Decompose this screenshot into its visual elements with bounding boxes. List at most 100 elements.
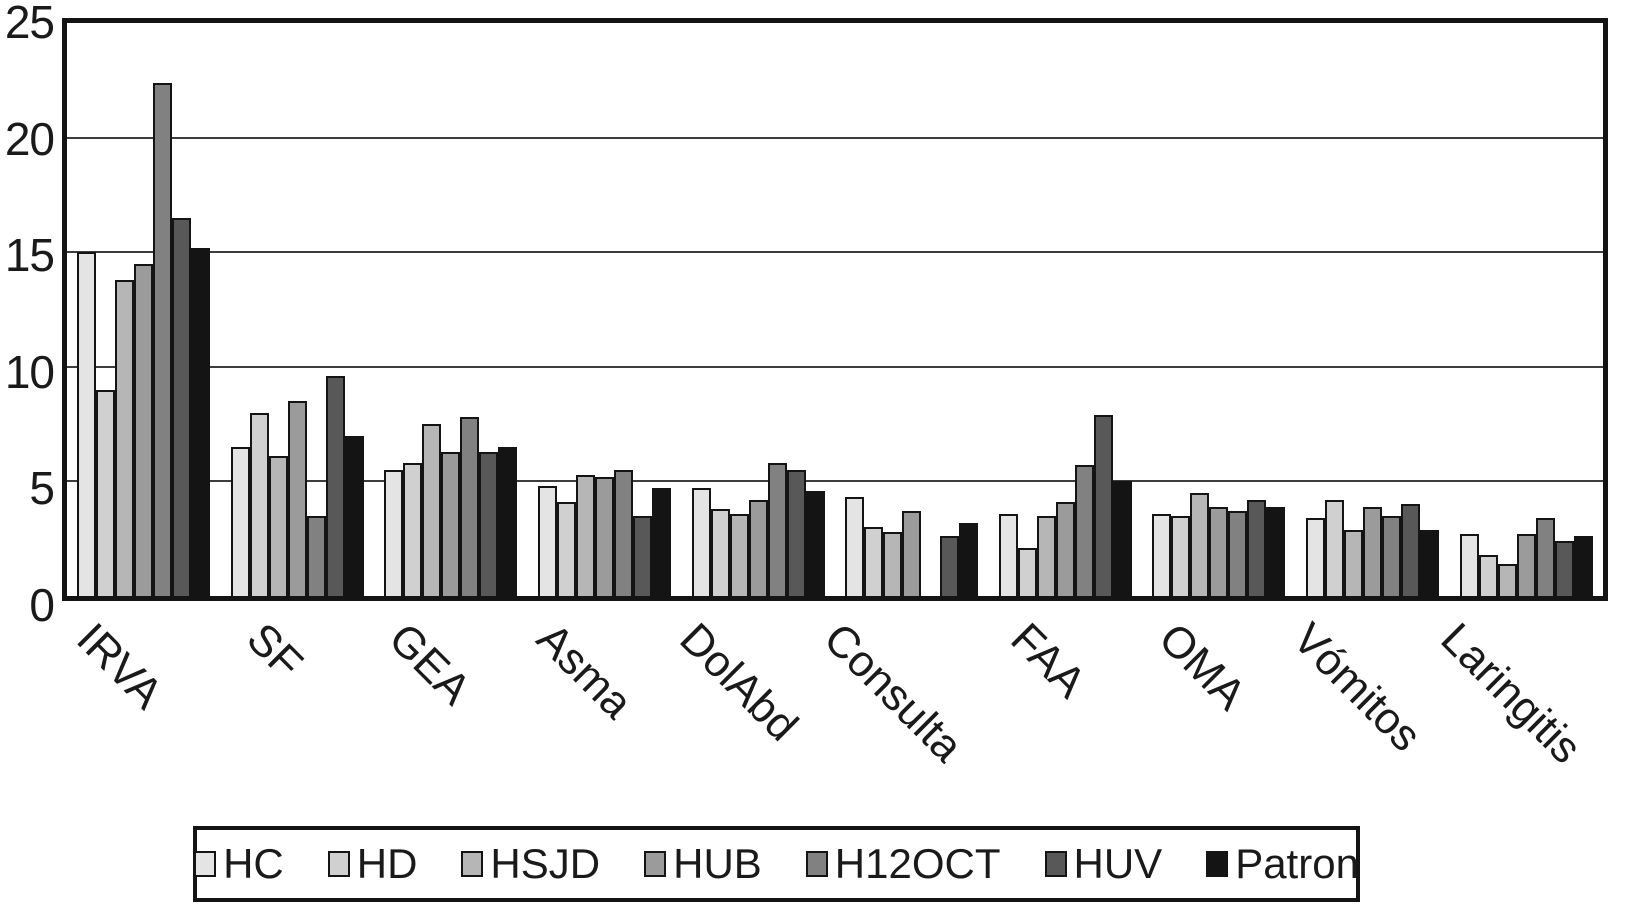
legend-item-HUB: HUB (644, 841, 762, 887)
bar-group-DolAbd (681, 23, 835, 596)
bar-HUV-DolAbd (786, 469, 806, 596)
bar-Patron-Consulta (959, 522, 979, 596)
bar-HSJD-Asma (576, 474, 596, 596)
bar-HUB-OMA (1209, 506, 1229, 596)
bar-group-GEA (374, 23, 528, 596)
gridline-5 (67, 480, 1603, 483)
bar-group-IRVA (67, 23, 221, 596)
bar-HSJD-Laringitis (1497, 563, 1517, 596)
bar-groups (67, 23, 1603, 596)
bar-group-OMA (1142, 23, 1296, 596)
bar-HC-IRVA (77, 252, 97, 596)
bar-H12OCT-Laringitis (1535, 518, 1555, 596)
bar-group-FAA (989, 23, 1143, 596)
x-label-Laringitis: Laringitis (1431, 613, 1592, 774)
legend-swatch-HUB (644, 851, 667, 877)
bar-group-Consulta (835, 23, 989, 596)
legend-item-HSJD: HSJD (461, 841, 600, 887)
bar-HD-GEA (403, 463, 423, 596)
x-label-GEA: GEA (379, 613, 480, 715)
gridline-20 (67, 136, 1603, 139)
bar-HUB-Asma (595, 476, 615, 596)
bar-HD-Asma (557, 502, 577, 596)
bar-HC-GEA (384, 469, 404, 596)
bar-HUV-SF (325, 375, 345, 596)
bar-Patron-Asma (652, 488, 672, 596)
x-label-IRVA: IRVA (67, 613, 173, 719)
bar-group-Laringitis (1449, 23, 1603, 596)
y-tick-5: 5 (29, 462, 55, 515)
bar-Patron-DolAbd (805, 490, 825, 596)
legend-label-H12OCT: H12OCT (834, 840, 1001, 887)
bar-HD-Consulta (864, 527, 884, 596)
legend-label-HD: HD (356, 840, 418, 887)
bar-HSJD-IRVA (115, 279, 135, 596)
legend-label-HC: HC (223, 840, 284, 887)
bar-Patron-OMA (1266, 506, 1286, 596)
gridline-15 (67, 251, 1603, 254)
bar-group-SF (221, 23, 375, 596)
legend-swatch-HUV (1044, 851, 1067, 877)
bar-HSJD-FAA (1036, 515, 1056, 596)
legend-label-HUB: HUB (673, 840, 762, 887)
legend-item-H12OCT: H12OCT (805, 840, 1001, 887)
bar-HUV-FAA (1093, 414, 1113, 596)
bar-HC-FAA (998, 513, 1018, 596)
legend-label-Patron: Patron (1235, 840, 1359, 887)
bar-HSJD-DolAbd (729, 513, 749, 596)
plot-area (62, 18, 1608, 601)
bar-H12OCT-FAA (1074, 465, 1094, 596)
y-tick-15: 15 (4, 229, 55, 282)
x-label-FAA: FAA (1001, 613, 1095, 708)
legend-item-HC: HC (194, 841, 284, 887)
legend-swatch-H12OCT (805, 851, 828, 877)
bar-HC-Asma (538, 485, 558, 596)
legend-label-HUV: HUV (1073, 840, 1163, 887)
bar-HSJD-OMA (1190, 492, 1210, 596)
bar-HC-OMA (1152, 513, 1172, 596)
legend-label-HSJD: HSJD (490, 840, 601, 887)
bar-HUV-IRVA (172, 217, 192, 596)
bar-missing-H12OCT-Consulta (921, 595, 940, 596)
bar-group-Vómitos (1296, 23, 1450, 596)
bar-H12OCT-Asma (614, 469, 634, 596)
bar-H12OCT-IRVA (153, 82, 173, 596)
bar-HUV-OMA (1247, 499, 1267, 596)
bar-HD-Vómitos (1325, 499, 1345, 596)
legend-swatch-HSJD (461, 851, 484, 877)
bar-Patron-GEA (498, 447, 518, 596)
bar-HUV-Vómitos (1401, 504, 1421, 596)
bar-Patron-FAA (1112, 481, 1132, 596)
bar-HUB-IRVA (134, 263, 154, 596)
legend-item-HD: HD (327, 840, 418, 887)
bar-HD-IRVA (96, 389, 116, 596)
bar-HSJD-SF (268, 456, 288, 596)
bar-Patron-IRVA (191, 247, 211, 596)
bar-HUB-FAA (1055, 502, 1075, 596)
bar-H12OCT-SF (306, 515, 326, 596)
bar-HC-DolAbd (691, 488, 711, 596)
x-label-SF: SF (237, 613, 312, 689)
bar-group-Asma (528, 23, 682, 596)
bar-HUB-Consulta (902, 511, 922, 596)
legend-item-HUV: HUV (1044, 840, 1163, 887)
x-label-Vómitos: Vómitos (1283, 613, 1431, 761)
bar-H12OCT-DolAbd (767, 463, 787, 596)
legend-item-Patron: Patron (1206, 841, 1359, 887)
bar-HD-Laringitis (1478, 554, 1498, 596)
bar-HC-Consulta (845, 497, 865, 596)
bar-HUV-Laringitis (1554, 541, 1574, 596)
bar-Patron-SF (344, 435, 364, 596)
bar-HUB-Vómitos (1363, 506, 1383, 596)
legend-swatch-HD (327, 851, 350, 877)
y-tick-20: 20 (4, 112, 55, 165)
y-tick-25: 25 (4, 0, 55, 48)
bar-Patron-Laringitis (1573, 536, 1593, 596)
x-label-Asma: Asma (526, 613, 642, 729)
bar-HSJD-Consulta (883, 531, 903, 596)
bar-HC-Vómitos (1306, 518, 1326, 596)
bar-HD-SF (249, 412, 269, 596)
bar-H12OCT-OMA (1228, 511, 1248, 596)
x-label-Consulta: Consulta (814, 613, 972, 772)
